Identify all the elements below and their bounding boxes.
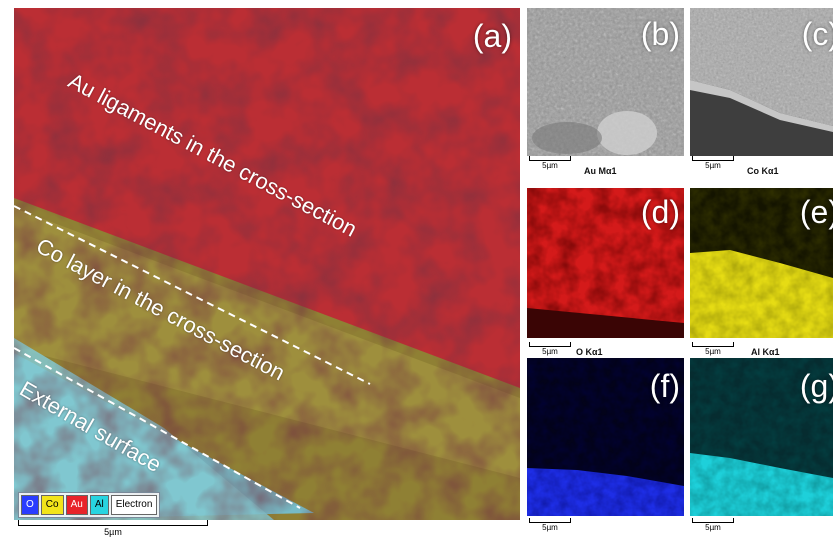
sem-image-b: (b) xyxy=(527,8,684,156)
panel-a-label: (a) xyxy=(472,18,512,54)
scalebar-e: 5µm xyxy=(692,342,734,356)
panel-b-label: (b) xyxy=(640,16,680,52)
panel-c-label: (c) xyxy=(801,16,833,52)
legend-co: Co xyxy=(40,495,64,515)
sem-image-c: (c) xyxy=(690,8,833,156)
legend-electron: Electron xyxy=(110,495,158,515)
scalebar-a: 5µm xyxy=(18,520,208,538)
panel-d-label: (d) xyxy=(640,194,680,230)
caption-al: Al Kα1 xyxy=(751,347,780,357)
element-legend: O Co Au Al Electron xyxy=(18,492,161,518)
scalebar-d-label: 5µm xyxy=(542,347,558,356)
o-map-f: (f) xyxy=(527,358,684,516)
scalebar-d: 5µm xyxy=(529,342,571,356)
al-map-g: (g) xyxy=(690,358,833,516)
composite-eds-map: (a) Au ligaments in the cross-section Co… xyxy=(14,8,520,520)
scalebar-f-label: 5µm xyxy=(542,523,558,532)
composite-map-image xyxy=(14,8,520,520)
scalebar-c: 5µm xyxy=(692,156,734,170)
scalebar-f: 5µm xyxy=(529,518,571,532)
au-map-d: (d) xyxy=(527,188,684,338)
co-surface-boundary-line xyxy=(14,347,301,509)
scalebar-e-label: 5µm xyxy=(705,347,721,356)
caption-o: O Kα1 xyxy=(576,347,603,357)
panel-g-label: (g) xyxy=(799,368,833,404)
legend-au: Au xyxy=(65,495,88,515)
au-co-boundary-line xyxy=(14,205,371,385)
legend-o: O xyxy=(21,495,39,515)
caption-au: Au Mα1 xyxy=(584,166,617,176)
co-map-e: (e) xyxy=(690,188,833,338)
scalebar-b-label: 5µm xyxy=(542,161,558,170)
scalebar-b: 5µm xyxy=(529,156,571,170)
panel-e-label: (e) xyxy=(799,194,833,230)
scalebar-a-label: 5µm xyxy=(104,527,122,537)
scalebar-c-label: 5µm xyxy=(705,161,721,170)
legend-al: Al xyxy=(89,495,109,515)
caption-co: Co Kα1 xyxy=(747,166,779,176)
scalebar-g-label: 5µm xyxy=(705,523,721,532)
panel-f-label: (f) xyxy=(649,368,680,404)
scalebar-g: 5µm xyxy=(692,518,734,532)
